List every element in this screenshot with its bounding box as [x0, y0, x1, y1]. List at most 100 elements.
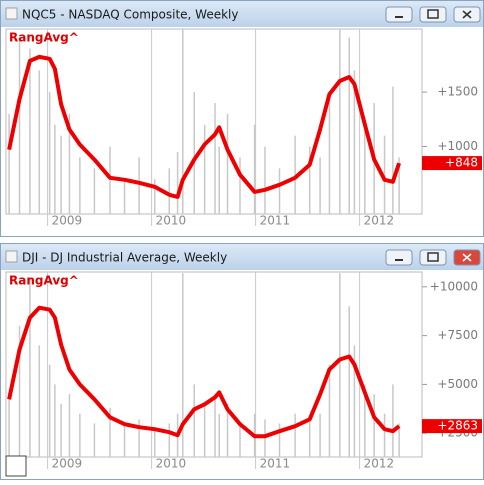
bar	[308, 146, 311, 214]
y-tick-label: +7500	[437, 328, 478, 342]
bar	[319, 157, 321, 214]
bar	[138, 419, 140, 457]
bar	[54, 384, 56, 457]
window-icon	[5, 250, 18, 263]
bar	[398, 423, 400, 457]
bar	[68, 394, 71, 457]
bar	[123, 423, 126, 457]
line	[7, 54, 401, 199]
bar	[153, 179, 156, 214]
bar	[373, 394, 375, 457]
bar	[18, 325, 21, 457]
x-tick-label: 2011	[260, 214, 291, 228]
bar	[319, 413, 321, 457]
bar	[203, 403, 206, 457]
bar	[18, 37, 21, 214]
bar	[193, 92, 195, 214]
bar	[182, 273, 184, 457]
close-icon	[462, 10, 472, 19]
min-button[interactable]	[385, 249, 413, 266]
bar	[68, 113, 71, 214]
y-tick-label: +5000	[437, 377, 478, 391]
bar	[264, 419, 266, 457]
bar	[38, 345, 41, 457]
bar	[176, 151, 179, 214]
x-tick-label: 2011	[260, 457, 291, 471]
min-icon	[395, 16, 403, 18]
window-title: NQC5 - NASDAQ Composite, Weekly	[22, 8, 238, 22]
bar	[153, 427, 156, 457]
bar	[168, 168, 171, 214]
y-tick-label: +10000	[430, 279, 478, 293]
bar	[339, 273, 341, 457]
x-tick-label: 2009	[52, 214, 83, 228]
bar	[203, 124, 206, 214]
bar	[364, 384, 366, 457]
bar	[308, 417, 311, 457]
bar	[294, 413, 296, 457]
bar	[253, 124, 256, 214]
bar	[29, 277, 31, 457]
last-value-box	[422, 156, 482, 171]
bar	[239, 157, 241, 214]
bar	[218, 146, 220, 214]
bar	[398, 157, 400, 214]
bar	[48, 364, 51, 457]
x-tick-label: 2009	[52, 457, 83, 471]
bar	[328, 364, 331, 457]
bar	[278, 423, 281, 457]
bar	[138, 157, 140, 214]
bar	[8, 394, 10, 457]
bar	[48, 92, 51, 214]
max-button[interactable]	[419, 6, 447, 23]
bar	[123, 179, 126, 214]
indicator-label: RangAvg^	[9, 31, 79, 45]
x-tick-label: 2010	[156, 214, 187, 228]
y-tick-label: +1500	[437, 85, 478, 99]
bar	[60, 403, 62, 457]
line	[7, 305, 401, 439]
x-tick-label: 2012	[364, 214, 395, 228]
last-value-box	[422, 419, 482, 434]
bar	[328, 92, 331, 214]
bar	[214, 394, 216, 457]
bar	[348, 37, 350, 214]
max-button[interactable]	[419, 249, 447, 266]
bar	[364, 124, 366, 214]
bar	[193, 384, 195, 457]
bar	[353, 70, 356, 215]
last-value-label: +2863	[437, 419, 478, 433]
x-tick-label: 2010	[156, 457, 187, 471]
bar	[348, 306, 350, 457]
max-icon	[427, 9, 439, 19]
min-button[interactable]	[385, 6, 413, 23]
bar	[278, 168, 281, 214]
chart-window: DJI - DJ Industrial Average, Weekly 2009 2…	[0, 243, 484, 480]
bar	[79, 157, 81, 214]
bar	[93, 423, 96, 457]
bar	[54, 124, 56, 214]
bar	[168, 423, 171, 457]
bar	[226, 403, 229, 457]
bar	[29, 48, 31, 215]
indicator-label: RangAvg^	[9, 274, 79, 288]
bar	[392, 384, 394, 457]
bar	[214, 103, 216, 214]
last-value-label: +848	[445, 156, 478, 170]
bar	[8, 113, 10, 214]
bar	[392, 86, 394, 214]
bar	[109, 407, 111, 457]
min-icon	[395, 259, 403, 261]
bar	[182, 29, 184, 214]
bar	[93, 168, 96, 214]
chart-window: NQC5 - NASDAQ Composite, Weekly 2009 2010 2…	[0, 0, 484, 237]
bar	[226, 113, 229, 214]
max-icon	[427, 252, 439, 262]
bar	[239, 423, 241, 457]
bar	[294, 135, 296, 214]
corner-box[interactable]	[5, 455, 27, 477]
bar	[264, 146, 266, 214]
bar	[339, 29, 341, 214]
